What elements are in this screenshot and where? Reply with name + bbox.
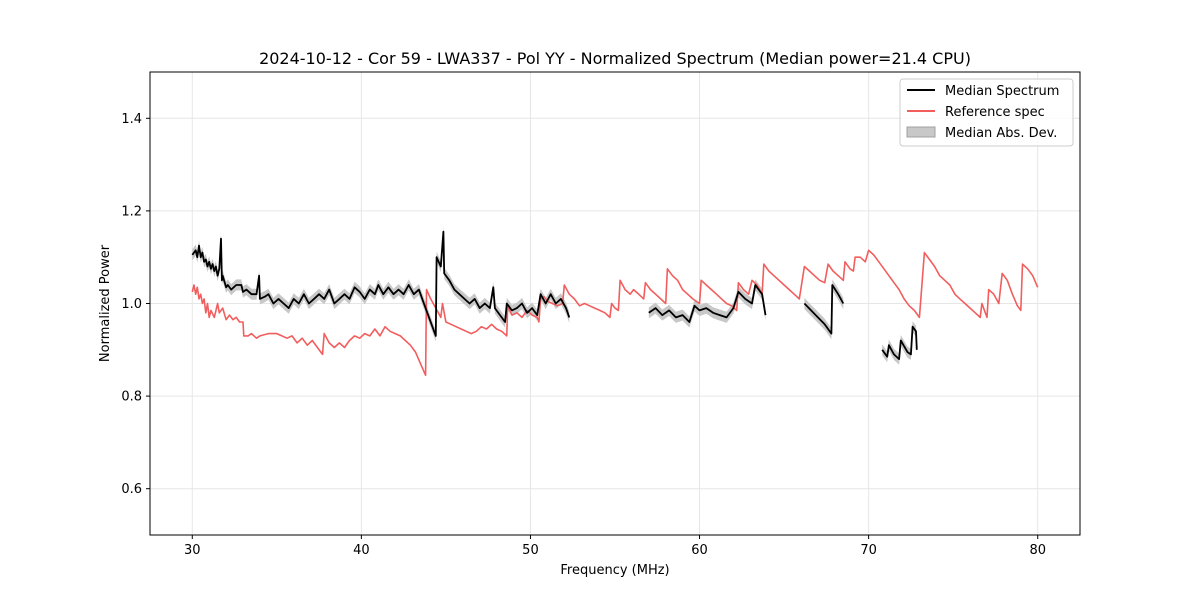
y-tick-label: 0.6 [121,482,142,497]
median-spectrum-line [803,284,845,335]
y-tick-label: 0.8 [121,390,142,405]
y-axis-label: Normalized Power [98,244,113,362]
mad-band [882,321,917,365]
median-spectrum-line [191,230,571,337]
x-tick-label: 70 [860,543,877,558]
y-tick-label: 1.4 [121,112,142,127]
x-tick-label: 50 [522,543,539,558]
mad-band [804,279,844,340]
legend-box [899,78,1074,147]
legend-mad-swatch [906,126,936,138]
reference-spectrum-line [191,249,1039,377]
mad-band [648,279,766,328]
x-tick-label: 60 [691,543,708,558]
plot-data [191,226,1039,377]
y-tick-label: 1.2 [121,204,142,219]
y-tick-label: 1.0 [121,297,142,312]
median-spectrum-line [881,325,918,361]
x-tick-label: 40 [353,543,370,558]
legend-reference-label: Reference spec [945,105,1045,120]
x-tick-label: 80 [1029,543,1046,558]
x-tick-label: 30 [184,543,201,558]
legend-mad-label: Median Abs. Dev. [945,126,1057,141]
ticks: 30 40 50 60 70 80 0.6 0.8 1.0 1.2 1.4 [121,112,1046,558]
chart-title: 2024-10-12 - Cor 59 - LWA337 - Pol YY - … [259,49,971,68]
x-axis-label: Frequency (MHz) [560,563,669,578]
legend: Median Spectrum Reference spec Median Ab… [899,78,1074,147]
median-spectrum-line [648,284,767,323]
legend-median-label: Median Spectrum [945,84,1059,99]
